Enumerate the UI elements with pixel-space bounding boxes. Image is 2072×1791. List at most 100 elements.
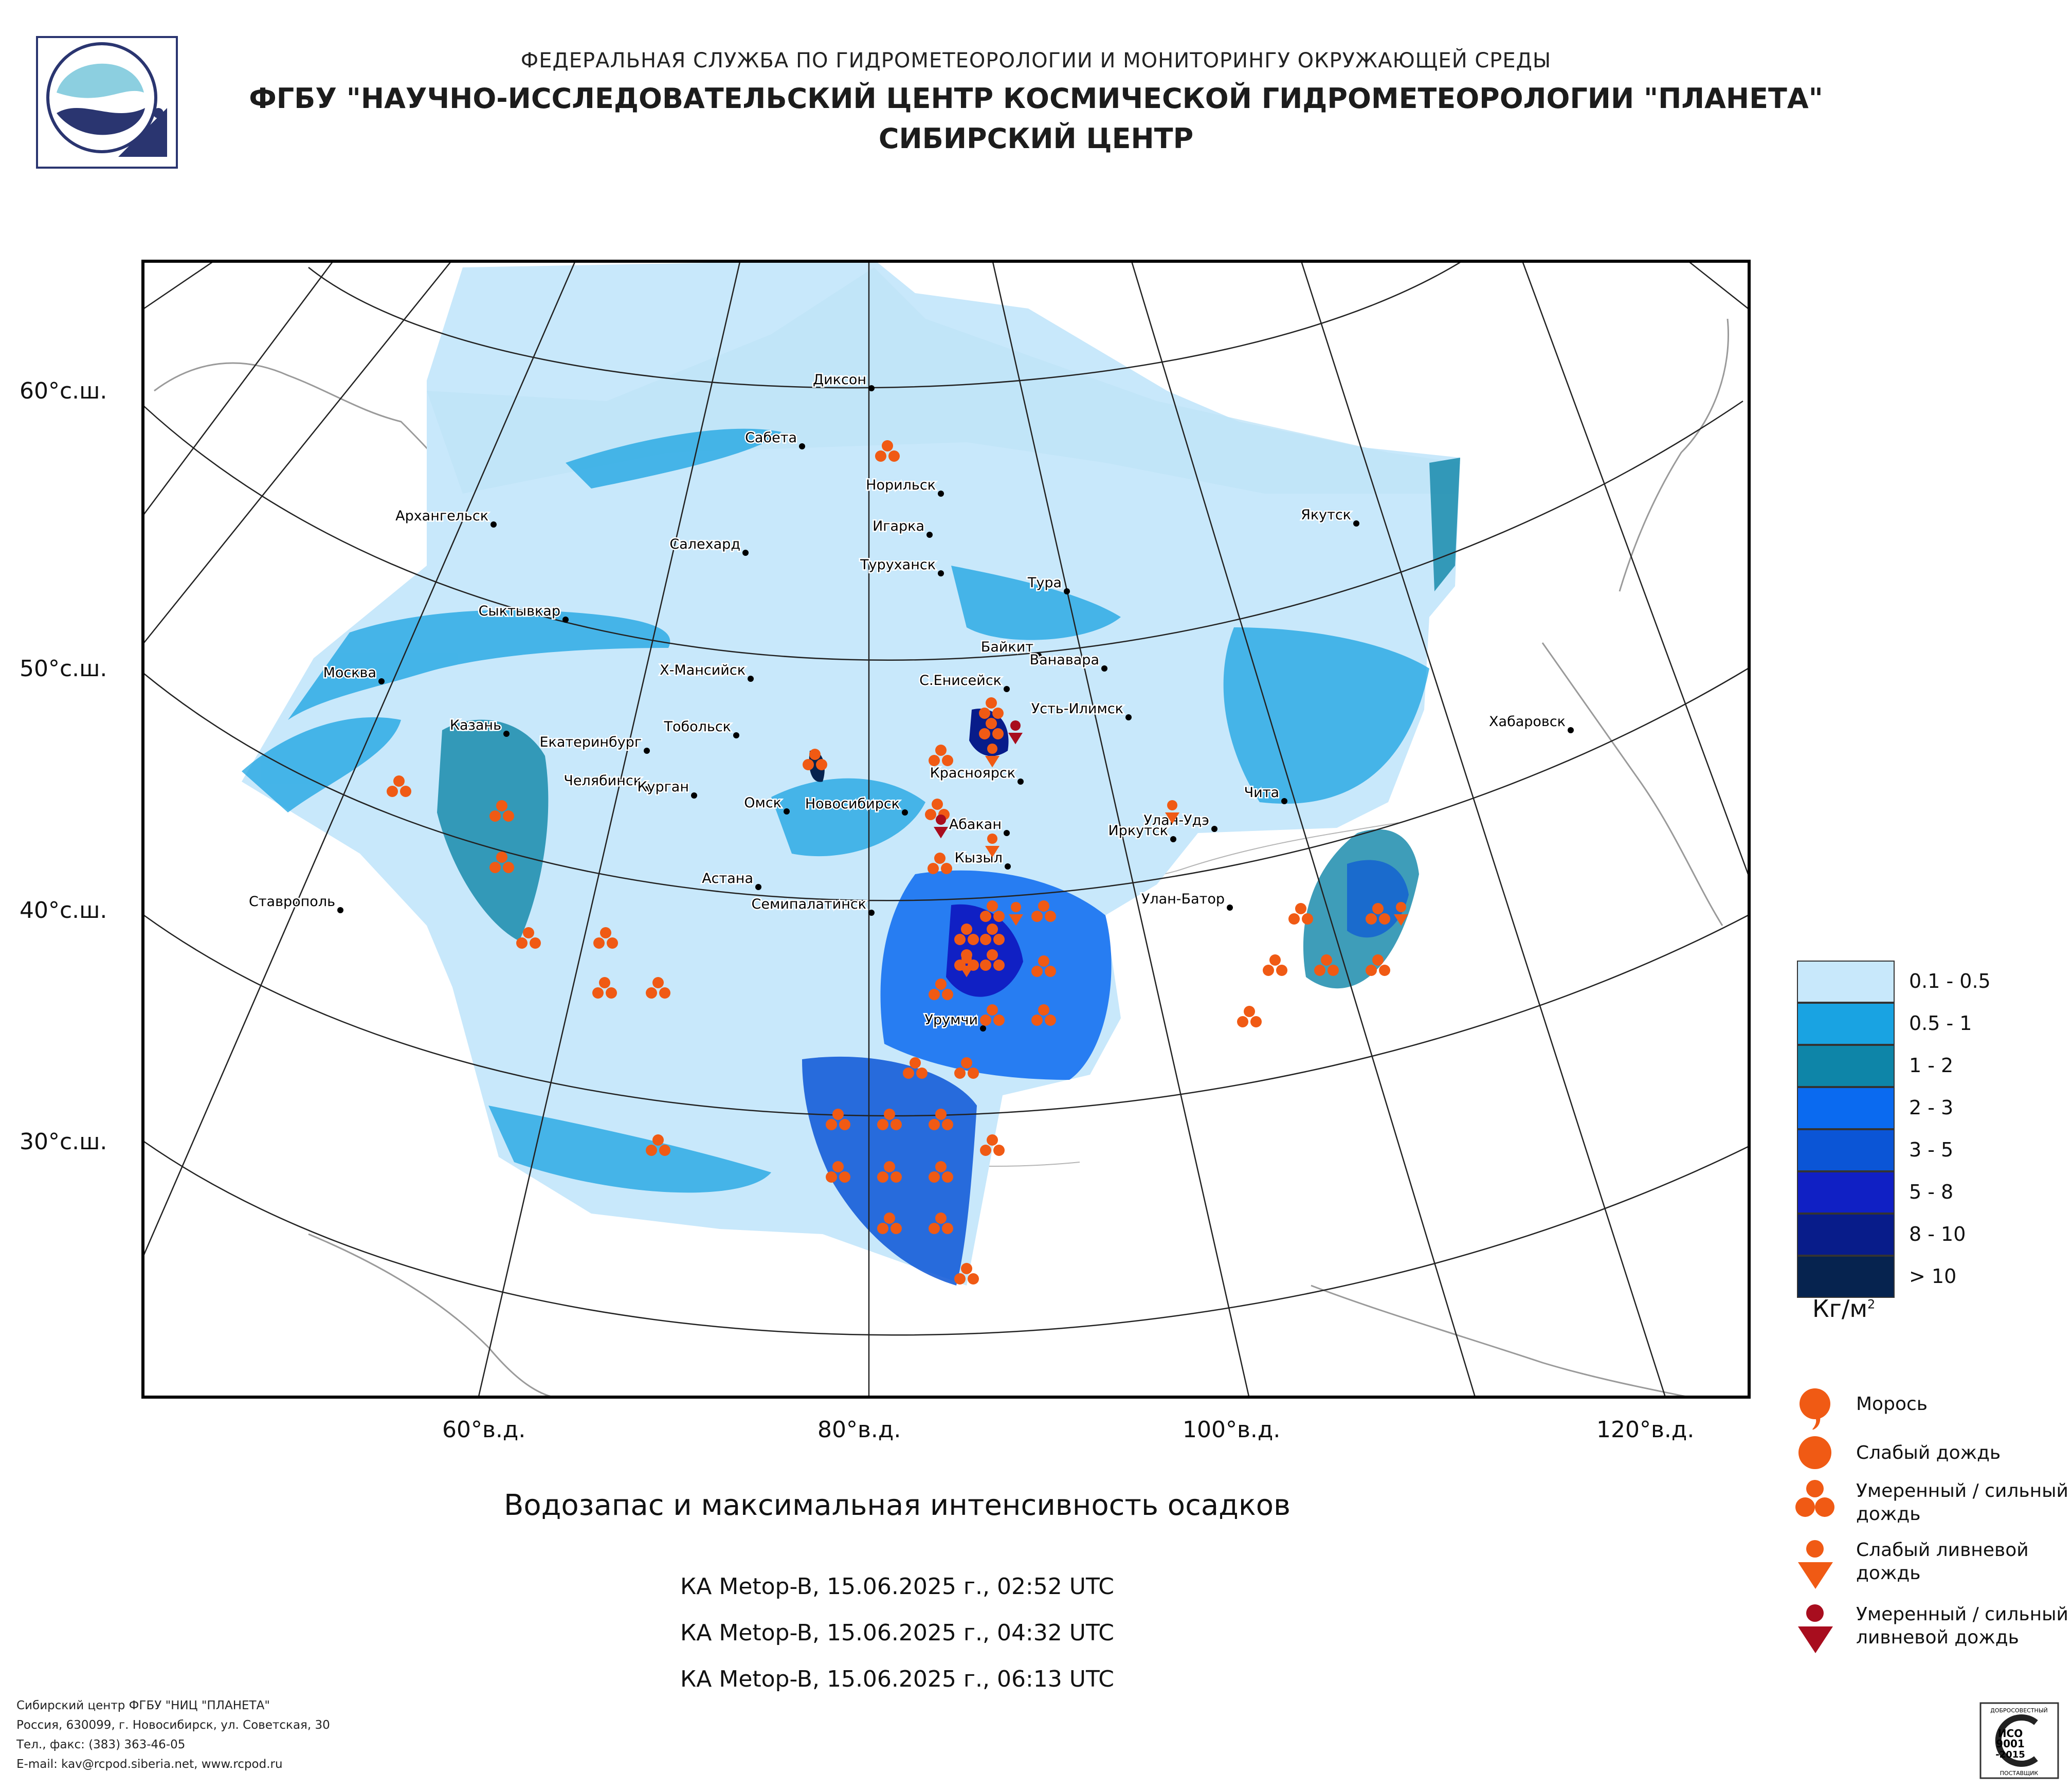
heavy-shower-label: Умеренный / сильный ливневой дождь	[1856, 1604, 2068, 1648]
moderate-rain-symbol	[1366, 903, 1390, 925]
lat-label-50: 50°с.ш.	[20, 656, 107, 682]
map-frame	[141, 260, 1751, 1399]
heavy-shower-symbol	[934, 815, 948, 839]
city-32: Улан-Батор	[1140, 890, 1233, 911]
scale-row: > 10	[1797, 1256, 2023, 1298]
city-label: Иркутск	[1108, 823, 1168, 839]
moderate-rain-symbol	[646, 977, 670, 999]
city-22: Красноярск	[929, 764, 1024, 785]
drizzle-label: Морось	[1856, 1394, 1928, 1415]
city-label: Москва	[323, 665, 376, 681]
city-26: Абакан	[948, 816, 1010, 836]
city-label: Ставрополь	[249, 894, 335, 910]
moderate-rain-symbol	[979, 718, 1004, 739]
city-7: Тура	[1026, 574, 1070, 594]
moderate-rain-symbol	[646, 1134, 670, 1156]
city-28: Иркутск	[1107, 822, 1176, 842]
branch-title: СИБИРСКИЙ ЦЕНТР	[878, 122, 1194, 155]
pass-1: КА Metop-B, 15.06.2025 г., 02:52 UTC	[680, 1573, 1114, 1600]
city-3: Игарка	[871, 517, 933, 538]
city-dot	[1017, 779, 1024, 785]
city-19: Хабаровск	[1488, 713, 1574, 733]
lon-label-120: 120°в.д.	[1596, 1417, 1695, 1443]
city-31: Семипалатинск	[750, 895, 875, 916]
scale-label: 0.1 - 0.5	[1909, 970, 1991, 992]
moderate-rain-symbol	[980, 949, 1005, 971]
city-dot	[1125, 714, 1132, 720]
moderate-rain-icon	[1795, 1480, 1834, 1517]
city-dot	[1353, 520, 1359, 527]
pass-3: КА Metop-B, 15.06.2025 г., 06:13 UTC	[680, 1666, 1114, 1692]
precipitation-map: Диксон Сабета Норильск Игарка Салехард Арханг…	[141, 260, 1751, 1399]
city-30: Астана	[701, 870, 761, 890]
city-dot	[1005, 863, 1011, 870]
city-label: Улан-Батор	[1141, 891, 1225, 907]
scale-swatch	[1797, 1087, 1895, 1129]
agency-title: ФЕДЕРАЛЬНАЯ СЛУЖБА ПО ГИДРОМЕТЕОРОЛОГИИ …	[520, 49, 1552, 73]
footer-address: Россия, 630099, г. Новосибирск, ул. Сове…	[16, 1718, 330, 1732]
moderate-rain-symbol	[929, 1109, 953, 1130]
city-label: Семипалатинск	[752, 896, 866, 912]
city-6: Туруханск	[859, 556, 944, 576]
city-16: Казань	[448, 716, 510, 737]
city-label: Хабаровск	[1489, 714, 1566, 730]
city-17: Екатеринбург	[538, 733, 650, 754]
light-shower-symbol	[1009, 902, 1023, 926]
light-shower-label: Слабый ливневой дождь	[1856, 1540, 2029, 1584]
city-2: Норильск	[865, 476, 944, 497]
moderate-rain-symbol	[980, 1004, 1005, 1026]
graticule	[143, 261, 1749, 1397]
heavy-shower-icon	[1798, 1604, 1833, 1653]
city-20: Челябинск	[562, 772, 650, 792]
city-9: Сыктывкар	[477, 602, 569, 623]
moderate-rain-symbol	[1031, 900, 1056, 922]
city-dot	[938, 570, 944, 576]
city-label: Сыктывкар	[479, 603, 560, 619]
iso-mid2: 9001	[1996, 1738, 2025, 1750]
city-dot	[926, 532, 933, 538]
city-label: Омск	[744, 795, 781, 811]
moderate-rain-symbol	[954, 1263, 979, 1285]
moderate-rain-symbol	[1288, 903, 1313, 925]
moderate-rain-symbol	[803, 749, 827, 770]
moderate-rain-symbol	[593, 927, 618, 949]
scale-swatch	[1797, 1003, 1895, 1045]
scale-label: 5 - 8	[1909, 1181, 1954, 1203]
city-1: Сабета	[744, 429, 805, 449]
city-label: Салехард	[669, 536, 740, 552]
scale-swatch	[1797, 1045, 1895, 1087]
city-21: Курган	[636, 778, 697, 799]
city-dot	[1568, 727, 1574, 733]
city-label: Архангельск	[395, 508, 488, 524]
city-label: Усть-Илимск	[1031, 701, 1123, 717]
city-dot	[748, 676, 754, 682]
city-label: Тобольск	[663, 719, 731, 735]
city-dot	[868, 385, 875, 391]
planeta-logo	[36, 36, 178, 169]
moderate-rain-symbol	[1314, 954, 1339, 976]
city-label: Игарка	[873, 518, 924, 534]
city-dot	[902, 809, 908, 816]
moderate-rain-symbol	[877, 1109, 902, 1130]
scale-row: 1 - 2	[1797, 1045, 2023, 1087]
moderate-rain-symbol	[877, 1161, 902, 1183]
scale-swatch	[1797, 1171, 1895, 1214]
lon-label-80: 80°в.д.	[817, 1417, 901, 1443]
city-dot	[644, 786, 650, 792]
iso-bottom: ПОСТАВЩИК	[2000, 1770, 2039, 1777]
city-dot	[1101, 665, 1107, 672]
city-label: Туруханск	[860, 557, 936, 573]
city-18: Тобольск	[662, 718, 739, 738]
city-label: Абакан	[949, 817, 1002, 833]
light-shower-symbol	[985, 834, 999, 858]
city-label: С.Енисейск	[919, 673, 1002, 689]
city-dot	[1004, 686, 1010, 692]
city-dot	[337, 907, 343, 913]
map-caption: Водозапас и максимальная интенсивность о…	[504, 1489, 1291, 1522]
city-dot	[1211, 826, 1217, 832]
city-label: Урумчи	[925, 1012, 978, 1028]
city-dot	[1281, 798, 1287, 804]
city-dot	[1004, 830, 1010, 836]
contact-footer: Сибирский центр ФГБУ "НИЦ "ПЛАНЕТА" Росс…	[16, 1696, 330, 1774]
city-dot	[742, 550, 749, 556]
